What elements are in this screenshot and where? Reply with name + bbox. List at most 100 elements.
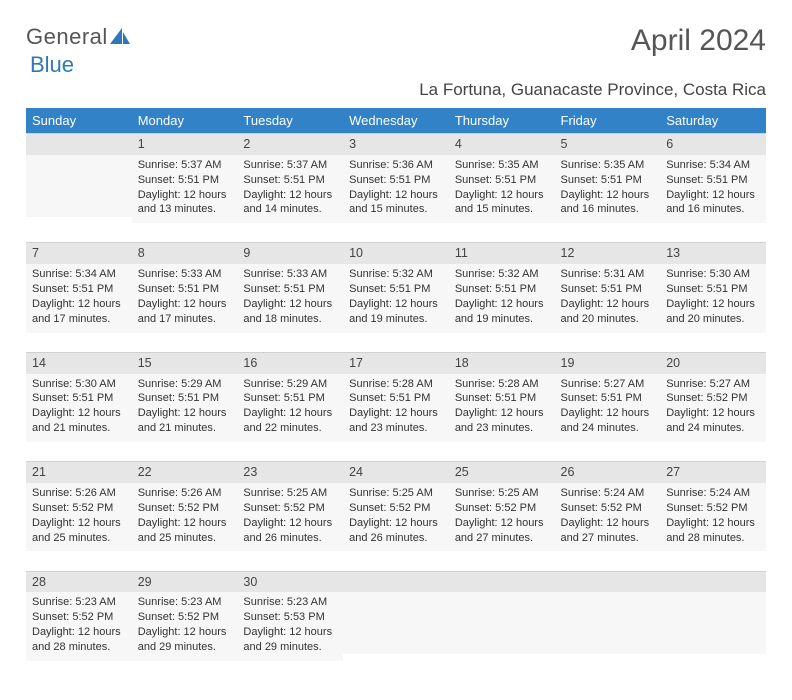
day-number-cell — [449, 571, 555, 592]
sunrise-text: Sunrise: 5:37 AM — [243, 158, 337, 173]
daylight-text: Daylight: 12 hours and 23 minutes. — [349, 406, 443, 436]
calendar-cell: Sunrise: 5:23 AMSunset: 5:52 PMDaylight:… — [132, 592, 238, 680]
calendar-week-row: Sunrise: 5:37 AMSunset: 5:51 PMDaylight:… — [26, 155, 766, 243]
logo-text-general: General — [26, 24, 108, 50]
sunrise-text: Sunrise: 5:34 AM — [32, 267, 126, 282]
daylight-text: Daylight: 12 hours and 28 minutes. — [666, 516, 760, 546]
day-number-cell: 28 — [26, 571, 132, 592]
daynum-row: 123456 — [26, 134, 766, 155]
day-number-cell: 4 — [449, 134, 555, 155]
day-number-cell: 10 — [343, 243, 449, 264]
calendar-cell — [26, 155, 132, 243]
sunset-text: Sunset: 5:51 PM — [32, 282, 126, 297]
calendar-cell: Sunrise: 5:25 AMSunset: 5:52 PMDaylight:… — [343, 483, 449, 571]
calendar-week-row: Sunrise: 5:34 AMSunset: 5:51 PMDaylight:… — [26, 264, 766, 352]
calendar-page: General April 2024 Blue La Fortuna, Guan… — [0, 0, 792, 700]
calendar-cell: Sunrise: 5:30 AMSunset: 5:51 PMDaylight:… — [660, 264, 766, 352]
calendar-cell: Sunrise: 5:25 AMSunset: 5:52 PMDaylight:… — [449, 483, 555, 571]
sunset-text: Sunset: 5:52 PM — [32, 501, 126, 516]
daylight-text: Daylight: 12 hours and 28 minutes. — [32, 625, 126, 655]
day-number-cell: 29 — [132, 571, 238, 592]
calendar-cell — [343, 592, 449, 680]
weekday-header-row: Sunday Monday Tuesday Wednesday Thursday… — [26, 108, 766, 134]
sunrise-text: Sunrise: 5:34 AM — [666, 158, 760, 173]
daylight-text: Daylight: 12 hours and 26 minutes. — [243, 516, 337, 546]
calendar-cell: Sunrise: 5:36 AMSunset: 5:51 PMDaylight:… — [343, 155, 449, 243]
daynum-row: 282930 — [26, 571, 766, 592]
sunset-text: Sunset: 5:52 PM — [455, 501, 549, 516]
day-number-cell: 13 — [660, 243, 766, 264]
daylight-text: Daylight: 12 hours and 27 minutes. — [455, 516, 549, 546]
sunrise-text: Sunrise: 5:27 AM — [666, 377, 760, 392]
calendar-cell: Sunrise: 5:35 AMSunset: 5:51 PMDaylight:… — [449, 155, 555, 243]
daylight-text: Daylight: 12 hours and 29 minutes. — [138, 625, 232, 655]
sunset-text: Sunset: 5:51 PM — [138, 173, 232, 188]
daylight-text: Daylight: 12 hours and 16 minutes. — [666, 188, 760, 218]
day-number-cell: 7 — [26, 243, 132, 264]
daylight-text: Daylight: 12 hours and 14 minutes. — [243, 188, 337, 218]
daylight-text: Daylight: 12 hours and 18 minutes. — [243, 297, 337, 327]
sunrise-text: Sunrise: 5:25 AM — [349, 486, 443, 501]
day-number-cell: 30 — [237, 571, 343, 592]
daylight-text: Daylight: 12 hours and 16 minutes. — [561, 188, 655, 218]
calendar-body: 123456Sunrise: 5:37 AMSunset: 5:51 PMDay… — [26, 134, 766, 681]
calendar-cell: Sunrise: 5:26 AMSunset: 5:52 PMDaylight:… — [132, 483, 238, 571]
sunset-text: Sunset: 5:51 PM — [455, 282, 549, 297]
sunset-text: Sunset: 5:52 PM — [243, 501, 337, 516]
daylight-text: Daylight: 12 hours and 21 minutes. — [138, 406, 232, 436]
sunrise-text: Sunrise: 5:24 AM — [561, 486, 655, 501]
weekday-header: Friday — [555, 108, 661, 134]
day-number-cell: 15 — [132, 352, 238, 373]
sunrise-text: Sunrise: 5:37 AM — [138, 158, 232, 173]
calendar-cell — [555, 592, 661, 680]
sunset-text: Sunset: 5:51 PM — [243, 173, 337, 188]
daylight-text: Daylight: 12 hours and 27 minutes. — [561, 516, 655, 546]
day-number-cell: 23 — [237, 462, 343, 483]
day-number-cell: 20 — [660, 352, 766, 373]
calendar-table: Sunday Monday Tuesday Wednesday Thursday… — [26, 108, 766, 680]
sunrise-text: Sunrise: 5:33 AM — [138, 267, 232, 282]
day-number-cell: 18 — [449, 352, 555, 373]
daylight-text: Daylight: 12 hours and 25 minutes. — [138, 516, 232, 546]
day-number-cell: 1 — [132, 134, 238, 155]
sunset-text: Sunset: 5:52 PM — [561, 501, 655, 516]
day-number-cell: 6 — [660, 134, 766, 155]
sunrise-text: Sunrise: 5:30 AM — [666, 267, 760, 282]
calendar-cell: Sunrise: 5:30 AMSunset: 5:51 PMDaylight:… — [26, 374, 132, 462]
sunrise-text: Sunrise: 5:29 AM — [243, 377, 337, 392]
calendar-cell: Sunrise: 5:32 AMSunset: 5:51 PMDaylight:… — [449, 264, 555, 352]
sunrise-text: Sunrise: 5:29 AM — [138, 377, 232, 392]
daylight-text: Daylight: 12 hours and 23 minutes. — [455, 406, 549, 436]
daylight-text: Daylight: 12 hours and 26 minutes. — [349, 516, 443, 546]
day-number-cell — [660, 571, 766, 592]
day-number-cell: 3 — [343, 134, 449, 155]
daylight-text: Daylight: 12 hours and 13 minutes. — [138, 188, 232, 218]
sunrise-text: Sunrise: 5:28 AM — [349, 377, 443, 392]
weekday-header: Thursday — [449, 108, 555, 134]
day-number-cell: 8 — [132, 243, 238, 264]
day-number-cell: 12 — [555, 243, 661, 264]
daylight-text: Daylight: 12 hours and 29 minutes. — [243, 625, 337, 655]
calendar-week-row: Sunrise: 5:26 AMSunset: 5:52 PMDaylight:… — [26, 483, 766, 571]
calendar-cell: Sunrise: 5:23 AMSunset: 5:52 PMDaylight:… — [26, 592, 132, 680]
sunset-text: Sunset: 5:51 PM — [32, 391, 126, 406]
sunrise-text: Sunrise: 5:28 AM — [455, 377, 549, 392]
calendar-cell: Sunrise: 5:23 AMSunset: 5:53 PMDaylight:… — [237, 592, 343, 680]
day-number-cell: 11 — [449, 243, 555, 264]
sunset-text: Sunset: 5:51 PM — [561, 173, 655, 188]
calendar-cell: Sunrise: 5:27 AMSunset: 5:52 PMDaylight:… — [660, 374, 766, 462]
calendar-cell: Sunrise: 5:25 AMSunset: 5:52 PMDaylight:… — [237, 483, 343, 571]
sunset-text: Sunset: 5:51 PM — [455, 391, 549, 406]
day-number-cell: 2 — [237, 134, 343, 155]
calendar-cell: Sunrise: 5:32 AMSunset: 5:51 PMDaylight:… — [343, 264, 449, 352]
sunrise-text: Sunrise: 5:33 AM — [243, 267, 337, 282]
calendar-cell: Sunrise: 5:27 AMSunset: 5:51 PMDaylight:… — [555, 374, 661, 462]
daylight-text: Daylight: 12 hours and 19 minutes. — [455, 297, 549, 327]
sunset-text: Sunset: 5:53 PM — [243, 610, 337, 625]
sunset-text: Sunset: 5:51 PM — [455, 173, 549, 188]
day-number-cell: 24 — [343, 462, 449, 483]
weekday-header: Wednesday — [343, 108, 449, 134]
daylight-text: Daylight: 12 hours and 20 minutes. — [561, 297, 655, 327]
sunset-text: Sunset: 5:52 PM — [32, 610, 126, 625]
daynum-row: 78910111213 — [26, 243, 766, 264]
